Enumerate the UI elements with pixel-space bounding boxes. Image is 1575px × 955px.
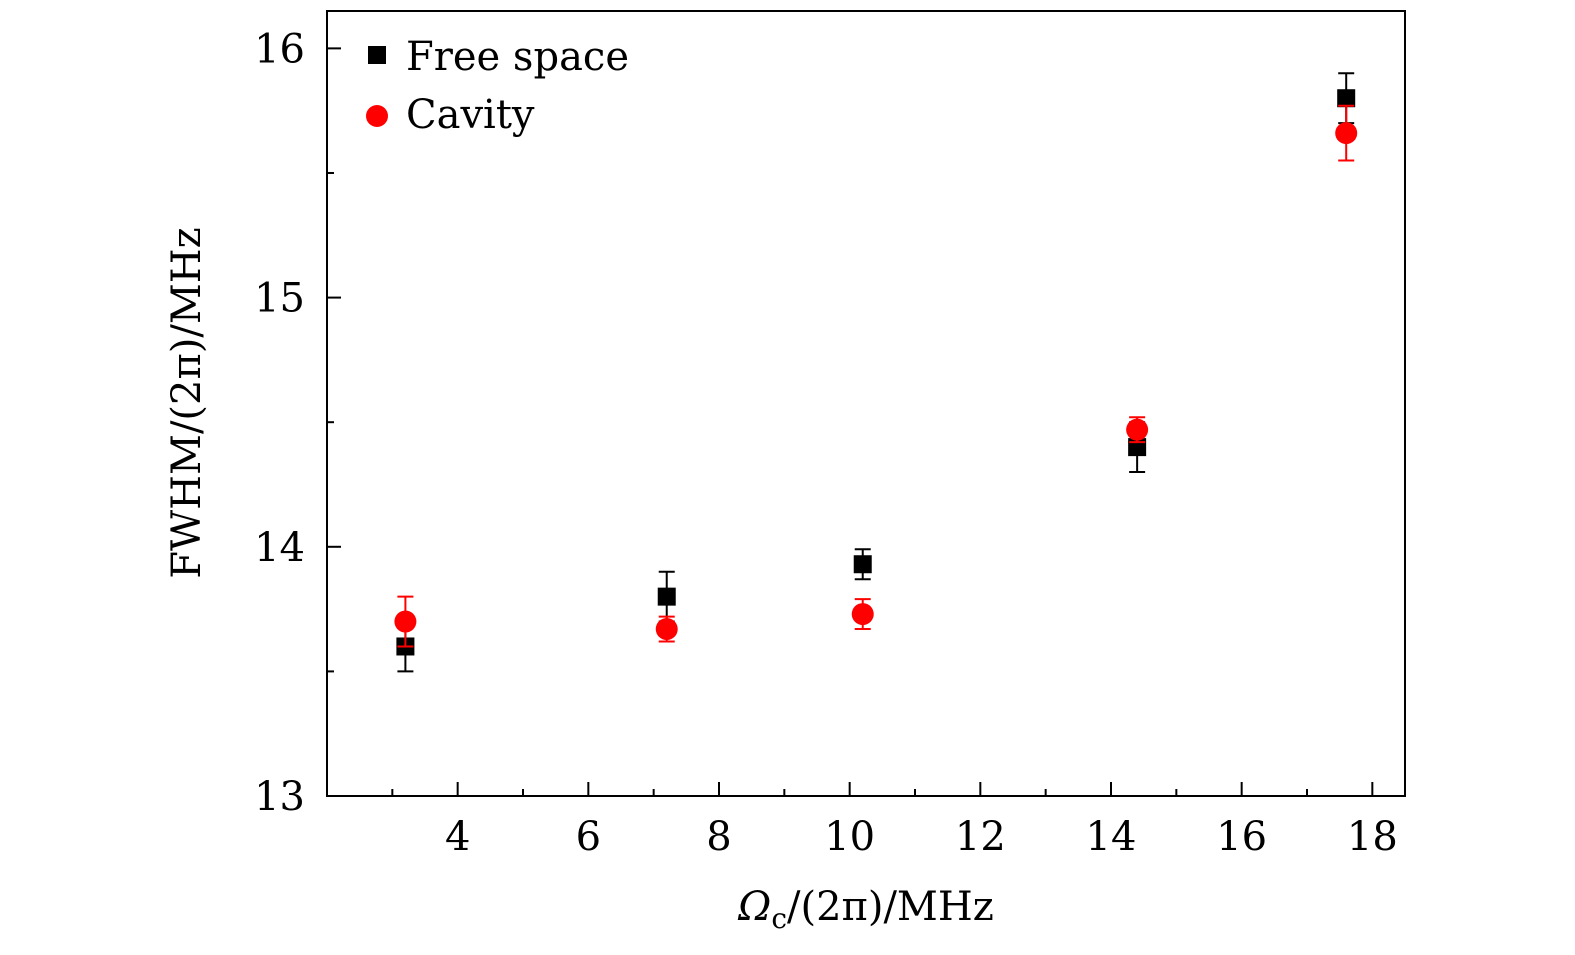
series-cavity — [394, 104, 1358, 648]
x-axis-ticks: 4 6 8 10 12 14 16 18 — [391, 782, 1398, 860]
series-free-space — [396, 72, 1356, 673]
x-axis-label-subscript: c — [771, 902, 787, 935]
legend: Free space Cavity — [366, 34, 629, 138]
x-tick-label: 4 — [445, 814, 470, 860]
data-point — [851, 603, 874, 626]
data-point — [657, 587, 676, 606]
data-point — [1126, 418, 1149, 441]
data-point — [655, 618, 678, 641]
y-axis-ticks: 13 14 15 16 — [254, 26, 341, 820]
x-axis-label: Ωc/(2π)/MHz — [737, 884, 994, 935]
x-tick-label: 6 — [576, 814, 601, 860]
legend-label-free-space: Free space — [406, 34, 629, 80]
y-tick-label: 14 — [254, 525, 305, 571]
legend-label-cavity: Cavity — [406, 92, 535, 138]
y-tick-label: 16 — [254, 26, 305, 72]
data-series — [394, 72, 1358, 673]
y-tick-label: 13 — [254, 774, 305, 820]
x-tick-label: 10 — [824, 814, 875, 860]
x-axis-label-symbol: Ω — [737, 884, 771, 930]
legend-marker-cavity — [366, 105, 388, 127]
data-point — [394, 610, 417, 633]
x-tick-label: 12 — [955, 814, 1006, 860]
y-tick-label: 15 — [254, 276, 305, 322]
data-point — [853, 555, 872, 574]
y-axis-label: FWHM/(2π)/MHz — [164, 227, 210, 579]
x-tick-label: 16 — [1216, 814, 1267, 860]
x-tick-label: 18 — [1347, 814, 1398, 860]
data-point — [1335, 122, 1358, 145]
legend-marker-free-space — [368, 46, 386, 64]
x-tick-label: 14 — [1086, 814, 1137, 860]
x-tick-label: 8 — [706, 814, 731, 860]
data-point — [1337, 89, 1356, 108]
x-axis-label-rest: /(2π)/MHz — [787, 884, 994, 930]
plot-frame — [326, 10, 1406, 797]
